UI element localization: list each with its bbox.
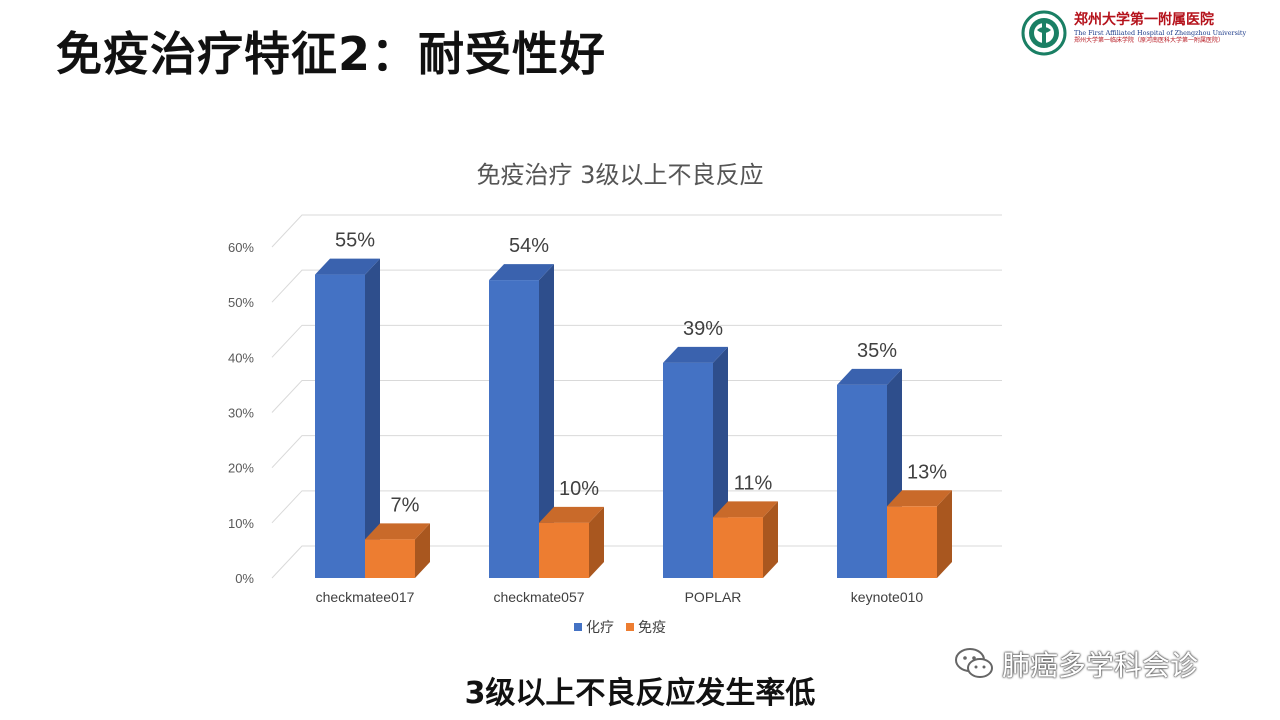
bar [887,490,952,578]
bars [315,258,952,578]
bar [365,523,430,578]
hospital-seal-icon [1021,10,1067,56]
bar-top [315,258,380,275]
legend-label: 化疗 [586,620,614,636]
bar-front [837,384,887,578]
x-axis: checkmatee017 checkmate057 POPLAR keynote01… [316,589,924,605]
data-label: 39% [683,318,723,340]
bar-front [663,362,713,578]
bar [539,506,604,578]
bar-front [887,506,937,578]
legend: 化疗 免疫 [574,620,666,636]
legend-swatch [574,623,582,631]
wechat-icon [955,648,993,678]
logo-name: 郑州大学第一附属医院 [1074,12,1214,28]
watermark-text: 肺癌多学科会诊 [1002,649,1199,682]
data-labels: 55% 7% 54% 10% 39% 11% 35% 13% [335,230,947,517]
bar-front [315,274,365,578]
logo-english: The First Affiliated Hospital of Zhengzh… [1074,29,1247,37]
data-label: 7% [391,494,420,516]
hospital-logo [1021,10,1067,56]
slide-title: 免疫治疗特征2：耐受性好 [56,27,607,81]
gridline [271,380,1002,413]
legend-label: 免疫 [638,620,666,636]
bar-top [713,501,778,518]
gridline [271,269,1002,303]
bar [315,258,380,578]
bar-top [837,368,902,385]
y-tick-label: 40% [228,350,254,365]
bar-side [763,501,778,578]
data-label: 11% [734,472,773,494]
category-label: POPLAR [685,589,742,605]
grid-layer [271,214,1002,579]
gridline [271,324,1002,358]
data-label: 35% [857,340,897,362]
bar-front [713,517,763,578]
gridline [271,214,1002,248]
bar-front [365,539,415,578]
y-tick-label: 20% [228,461,254,476]
bar-side [937,490,952,578]
y-tick-label: 30% [228,406,254,421]
bar-side [539,264,554,578]
bar-top [365,523,430,540]
logo-text: 郑州大学第一附属医院 The First Affiliated Hospital… [1074,12,1278,45]
chart-title: 免疫治疗 3级以上不良反应 [477,161,764,189]
y-tick-label: 60% [228,240,254,255]
bar-front [489,280,539,578]
bar-side [365,258,380,578]
bar [663,346,728,578]
gridline [271,490,1002,524]
logo-subtitle: 郑州大学第一临床学院（原河南医科大学第一附属医院） [1074,37,1225,44]
bar [713,501,778,578]
bar-front [539,522,589,578]
category-label: keynote010 [851,589,924,605]
bar-top [887,490,952,507]
category-label: checkmatee017 [316,589,415,605]
data-label: 54% [509,235,549,257]
bar-side [589,506,604,578]
bar-top [663,346,728,363]
y-tick-label: 50% [228,295,254,310]
bar-side [415,523,430,578]
y-tick-label: 0% [235,571,254,586]
gridline [271,435,1002,469]
bar [489,264,554,578]
y-axis: 0% 10% 20% 30% 40% 50% 60% [228,240,254,586]
data-label: 55% [335,230,375,252]
bar-top [539,506,604,523]
slide-caption: 3级以上不良反应发生率低 [464,676,816,711]
data-label: 13% [907,461,947,483]
y-tick-label: 10% [228,516,254,531]
watermark: 肺癌多学科会诊 [954,642,1198,686]
legend-swatch [626,623,634,631]
category-label: checkmate057 [493,589,584,605]
data-label: 10% [559,478,599,500]
bar-top [489,264,554,281]
